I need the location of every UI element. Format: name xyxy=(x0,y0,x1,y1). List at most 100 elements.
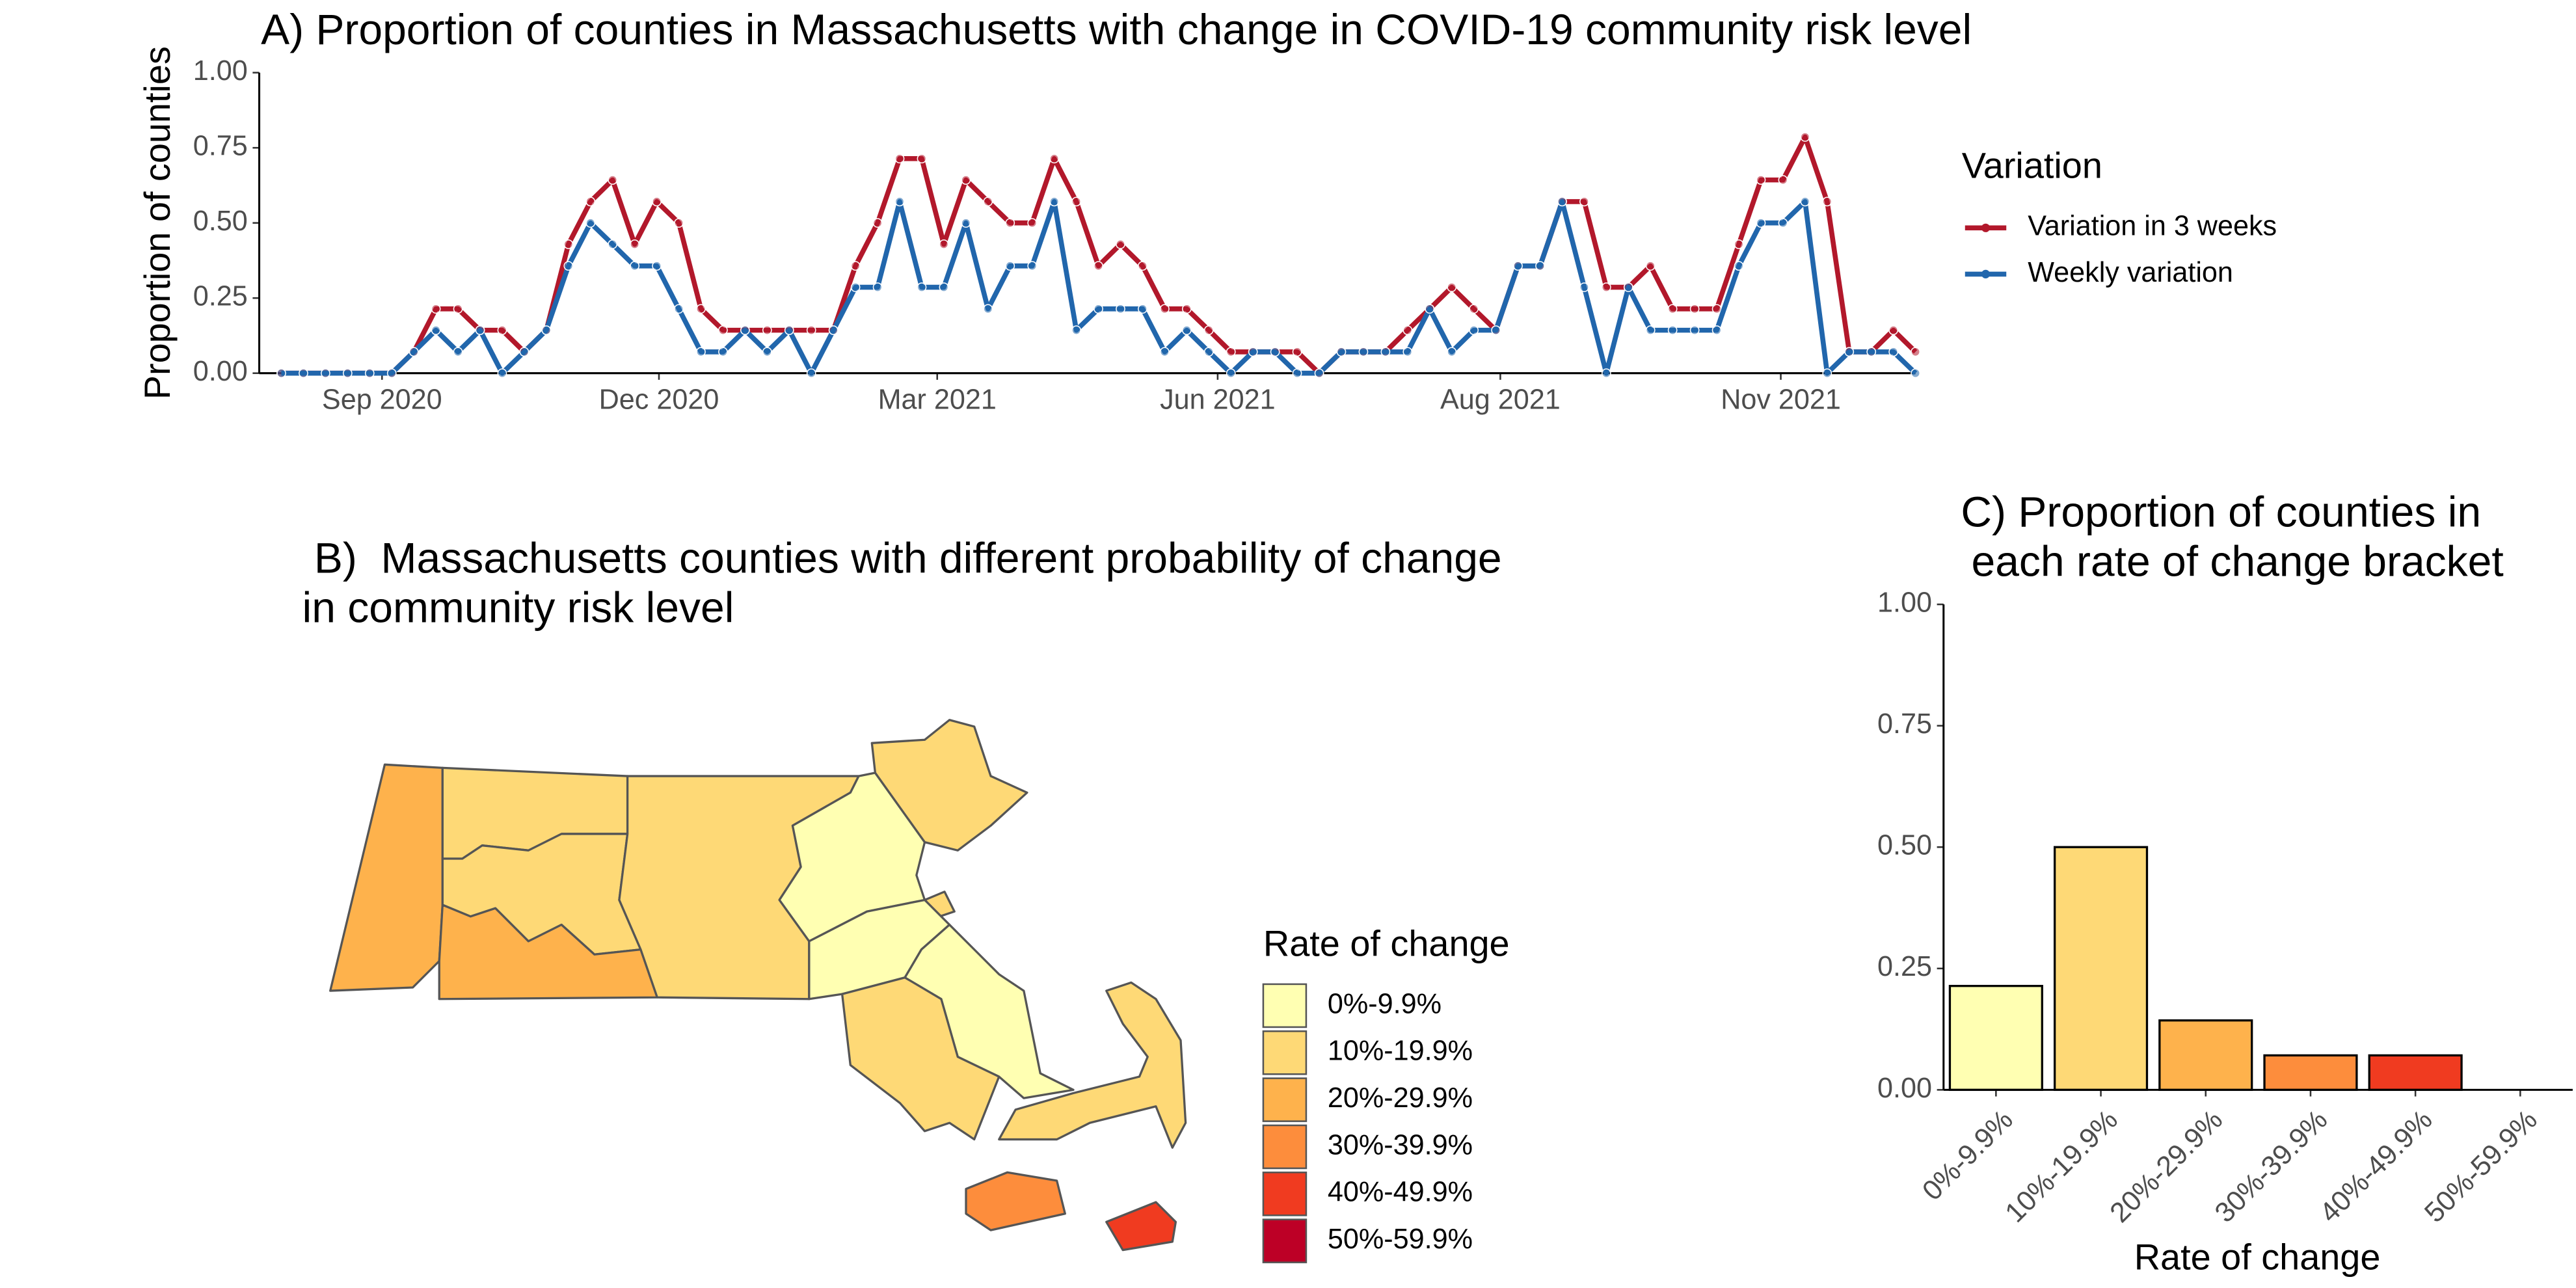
point xyxy=(872,282,883,292)
county xyxy=(840,976,1000,1141)
chart-title: each rate of change bracket xyxy=(1972,537,2504,585)
point xyxy=(1911,347,1920,357)
legend-title: Rate of change xyxy=(1263,922,1510,963)
y-tick-label: 0.25 xyxy=(1877,951,1932,982)
legend-label: Variation in 3 weeks xyxy=(2028,211,2277,242)
point xyxy=(1911,368,1920,379)
y-tick-label: 0.00 xyxy=(1877,1073,1932,1104)
point xyxy=(1160,347,1170,357)
chart-title: B) Massachusetts counties with different… xyxy=(302,534,1502,582)
point xyxy=(497,325,507,335)
point xyxy=(696,347,706,357)
x-tick-label: Mar 2021 xyxy=(878,384,997,415)
point xyxy=(1778,175,1788,185)
x-axis-title: Rate of change xyxy=(2134,1237,2381,1278)
point xyxy=(431,325,441,335)
map xyxy=(329,719,1187,1252)
point xyxy=(1270,347,1280,357)
x-tick-label: Aug 2021 xyxy=(1440,384,1561,415)
point xyxy=(696,304,706,314)
bar xyxy=(2368,1054,2463,1092)
point xyxy=(630,239,640,249)
point xyxy=(1689,325,1700,335)
point xyxy=(1734,261,1744,271)
point xyxy=(563,261,574,271)
point xyxy=(1734,239,1744,249)
chart-title: C) Proportion of counties in xyxy=(1961,487,2481,535)
point xyxy=(1138,304,1147,314)
point xyxy=(1822,196,1832,207)
point xyxy=(1093,304,1103,314)
point xyxy=(1601,368,1611,379)
point xyxy=(608,239,618,249)
legend-swatch xyxy=(1262,983,1308,1028)
legend-label: Weekly variation xyxy=(2028,257,2233,288)
point xyxy=(1601,282,1611,292)
point xyxy=(519,347,530,357)
x-tick-label: Jun 2021 xyxy=(1160,384,1276,415)
point xyxy=(1027,218,1038,228)
point xyxy=(894,154,905,164)
point xyxy=(497,368,507,379)
point xyxy=(1667,304,1678,314)
y-axis-title: Proportion of counties xyxy=(137,46,178,399)
point xyxy=(585,218,596,228)
point xyxy=(1645,325,1656,335)
y-tick-label: 1.00 xyxy=(193,55,248,87)
point xyxy=(850,282,861,292)
point xyxy=(828,325,839,335)
bar xyxy=(2158,1019,2253,1092)
legend-label: 0%-9.9% xyxy=(1328,988,1442,1019)
point xyxy=(541,325,552,335)
point xyxy=(806,325,816,335)
point xyxy=(1027,261,1038,271)
y-tick-label: 1.00 xyxy=(1877,587,1932,618)
point xyxy=(917,282,927,292)
point xyxy=(1203,325,1214,335)
point xyxy=(674,218,684,228)
legend-swatch-dot xyxy=(1981,269,1991,278)
point xyxy=(652,196,662,207)
point xyxy=(1623,282,1633,292)
point xyxy=(806,368,816,379)
point xyxy=(1160,304,1170,314)
point xyxy=(1756,218,1766,228)
point xyxy=(364,368,375,379)
point xyxy=(1071,325,1081,335)
legend-label: 30%-39.9% xyxy=(1328,1129,1473,1161)
point xyxy=(386,368,397,379)
point xyxy=(453,304,463,314)
point xyxy=(1425,304,1435,314)
point xyxy=(1689,304,1700,314)
x-tick-label: Nov 2021 xyxy=(1721,384,1841,415)
point xyxy=(1314,368,1324,379)
point xyxy=(1402,347,1413,357)
point xyxy=(1491,325,1501,335)
point xyxy=(939,282,949,292)
point xyxy=(409,347,419,357)
point xyxy=(608,175,618,185)
y-tick-label: 0.50 xyxy=(1877,830,1932,861)
y-tick-label: 0.50 xyxy=(193,206,248,237)
point xyxy=(1402,325,1413,335)
point xyxy=(1866,347,1877,357)
point xyxy=(1336,347,1347,357)
county xyxy=(870,719,1028,852)
point xyxy=(299,368,308,379)
y-tick-label: 0.75 xyxy=(193,131,248,162)
point xyxy=(1116,304,1125,314)
y-tick-label: 0.75 xyxy=(1877,708,1932,740)
point xyxy=(1513,261,1523,271)
point xyxy=(1181,325,1192,335)
legend-swatch xyxy=(1262,1030,1308,1075)
chart-title: in community risk level xyxy=(302,584,734,632)
point xyxy=(674,304,684,314)
point xyxy=(872,218,883,228)
point xyxy=(961,218,971,228)
point xyxy=(1667,325,1678,335)
legend-swatch-dot xyxy=(1981,223,1991,232)
point xyxy=(1292,368,1302,379)
point xyxy=(939,239,949,249)
point xyxy=(1116,239,1125,249)
